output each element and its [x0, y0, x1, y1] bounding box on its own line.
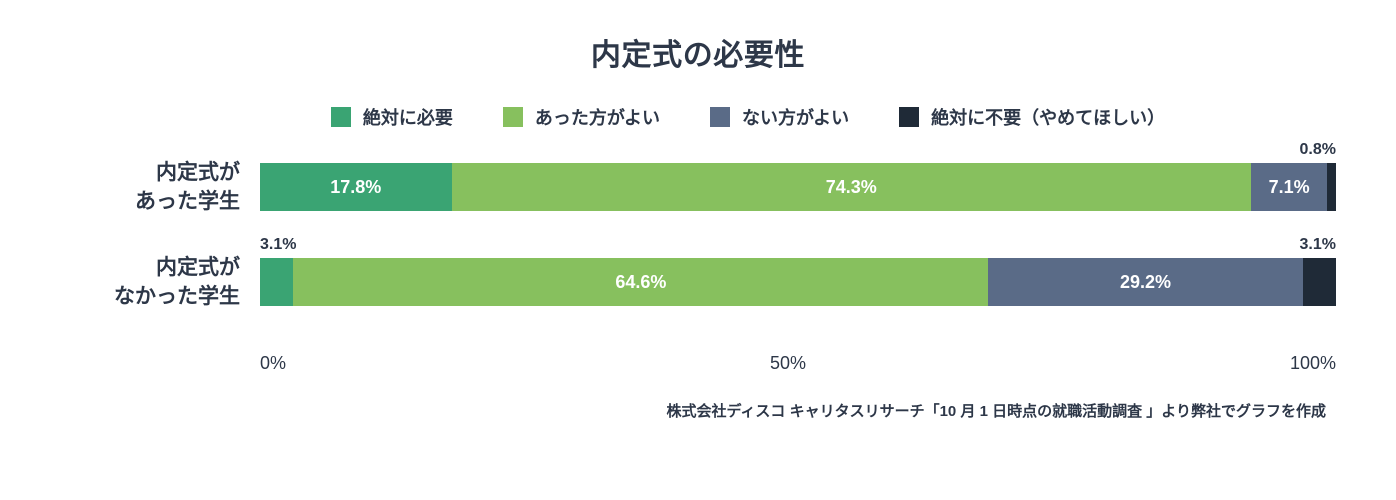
- legend-swatch-icon: [710, 107, 730, 127]
- axis-tick: 0%: [260, 353, 286, 374]
- legend-swatch-icon: [331, 107, 351, 127]
- seg-label: 17.8%: [330, 177, 381, 198]
- axis-tick: 100%: [1290, 353, 1336, 374]
- bar-segment: 7.1%: [1251, 163, 1327, 211]
- chart-row: 内定式が あった学生 17.8% 74.3% 7.1% 0.8%: [60, 158, 1336, 217]
- seg-label: 7.1%: [1269, 177, 1310, 198]
- legend-swatch-icon: [503, 107, 523, 127]
- bar-segment: 29.2%: [988, 258, 1302, 306]
- chart-plot-area: 内定式が あった学生 17.8% 74.3% 7.1% 0.8% 内定式が なか…: [60, 158, 1336, 374]
- chart-footnote: 株式会社ディスコ キャリタスリサーチ「10 月 1 日時点の就職活動調査 」より…: [60, 400, 1336, 421]
- bar-segment: [1303, 258, 1336, 306]
- stacked-bar: 64.6% 29.2%: [260, 258, 1336, 306]
- chart-title: 内定式の必要性: [591, 30, 805, 74]
- bar-zone: 17.8% 74.3% 7.1% 0.8%: [260, 163, 1336, 211]
- legend-item: ない方がよい: [710, 104, 849, 130]
- legend-item: 絶対に必要: [331, 104, 453, 130]
- legend-item: 絶対に不要（やめてほしい）: [899, 104, 1165, 130]
- seg-external-label: 0.8%: [1300, 141, 1336, 159]
- bar-segment: 17.8%: [260, 163, 452, 211]
- row-label: 内定式が あった学生: [60, 158, 260, 217]
- legend-item: あった方がよい: [503, 104, 660, 130]
- bar-segment: 64.6%: [293, 258, 988, 306]
- row-label: 内定式が なかった学生: [60, 253, 260, 312]
- legend-label: あった方がよい: [535, 104, 660, 130]
- stacked-bar: 17.8% 74.3% 7.1%: [260, 163, 1336, 211]
- seg-label: 64.6%: [615, 272, 666, 293]
- x-axis: 0% 50% 100%: [260, 348, 1336, 374]
- legend-label: ない方がよい: [742, 104, 849, 130]
- seg-external-label: 3.1%: [260, 236, 296, 254]
- seg-label: 74.3%: [826, 177, 877, 198]
- chart-container: 内定式の必要性 絶対に必要 あった方がよい ない方がよい 絶対に不要（やめてほし…: [0, 0, 1396, 500]
- axis-spacer: [60, 348, 260, 374]
- bar-segment: 74.3%: [452, 163, 1251, 211]
- axis-row: 0% 50% 100%: [60, 348, 1336, 374]
- row-label-line: なかった学生: [114, 285, 240, 308]
- chart-row: 内定式が なかった学生 64.6% 29.2% 3.1%3.1%: [60, 253, 1336, 312]
- bar-segment: [1327, 163, 1336, 211]
- legend-label: 絶対に不要（やめてほしい）: [931, 104, 1165, 130]
- row-label-line: 内定式が: [156, 161, 240, 184]
- row-label-line: あった学生: [135, 190, 240, 213]
- bar-segment: [260, 258, 293, 306]
- seg-label: 29.2%: [1120, 272, 1171, 293]
- legend-label: 絶対に必要: [363, 104, 453, 130]
- chart-legend: 絶対に必要 あった方がよい ない方がよい 絶対に不要（やめてほしい）: [60, 104, 1336, 130]
- legend-swatch-icon: [899, 107, 919, 127]
- seg-external-label: 3.1%: [1300, 236, 1336, 254]
- bar-zone: 64.6% 29.2% 3.1%3.1%: [260, 258, 1336, 306]
- row-label-line: 内定式が: [156, 256, 240, 279]
- axis-tick: 50%: [770, 353, 806, 374]
